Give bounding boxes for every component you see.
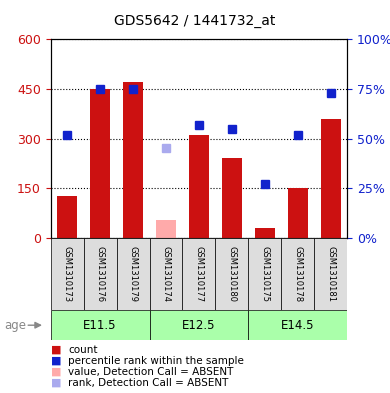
Bar	[149, 310, 248, 340]
Bar	[288, 188, 308, 238]
Bar	[117, 238, 149, 310]
Text: count: count	[68, 345, 98, 355]
Bar	[51, 238, 83, 310]
Bar	[123, 82, 143, 238]
Text: ■: ■	[51, 345, 61, 355]
Bar	[83, 238, 117, 310]
Bar	[321, 119, 340, 238]
Bar	[189, 135, 209, 238]
Bar	[248, 238, 281, 310]
Text: ■: ■	[51, 378, 61, 388]
Text: E11.5: E11.5	[83, 319, 117, 332]
Bar	[149, 238, 183, 310]
Text: GSM1310174: GSM1310174	[161, 246, 170, 302]
Bar	[156, 220, 176, 238]
Text: ■: ■	[51, 367, 61, 377]
Text: GSM1310176: GSM1310176	[96, 246, 105, 302]
Text: rank, Detection Call = ABSENT: rank, Detection Call = ABSENT	[68, 378, 229, 388]
Bar	[183, 238, 215, 310]
Text: GSM1310181: GSM1310181	[326, 246, 335, 302]
Text: GSM1310173: GSM1310173	[63, 246, 72, 302]
Text: E12.5: E12.5	[182, 319, 216, 332]
Text: GDS5642 / 1441732_at: GDS5642 / 1441732_at	[114, 14, 276, 28]
Bar	[215, 238, 248, 310]
Text: value, Detection Call = ABSENT: value, Detection Call = ABSENT	[68, 367, 234, 377]
Bar	[57, 196, 77, 238]
Bar	[281, 238, 314, 310]
Text: GSM1310180: GSM1310180	[227, 246, 236, 302]
Text: GSM1310178: GSM1310178	[293, 246, 302, 302]
Text: E14.5: E14.5	[281, 319, 314, 332]
Bar	[222, 158, 242, 238]
Bar	[90, 89, 110, 238]
Bar	[314, 238, 347, 310]
Text: GSM1310175: GSM1310175	[260, 246, 269, 302]
Bar	[51, 310, 149, 340]
Text: age: age	[4, 319, 26, 332]
Text: GSM1310179: GSM1310179	[129, 246, 138, 302]
Bar	[248, 310, 347, 340]
Text: percentile rank within the sample: percentile rank within the sample	[68, 356, 244, 366]
Text: GSM1310177: GSM1310177	[194, 246, 204, 302]
Bar	[255, 228, 275, 238]
Text: ■: ■	[51, 356, 61, 366]
